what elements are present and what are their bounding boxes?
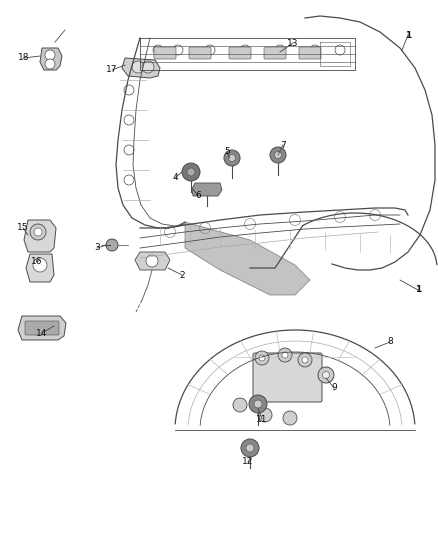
Text: 9: 9 <box>331 384 337 392</box>
Circle shape <box>275 151 282 158</box>
Text: 8: 8 <box>387 337 393 346</box>
Circle shape <box>302 357 308 363</box>
FancyBboxPatch shape <box>229 47 251 59</box>
Circle shape <box>258 408 272 422</box>
Circle shape <box>142 61 154 73</box>
Text: 1: 1 <box>405 30 411 39</box>
Text: 15: 15 <box>17 223 29 232</box>
Text: 2: 2 <box>179 271 185 279</box>
Polygon shape <box>18 316 66 340</box>
Circle shape <box>34 228 42 236</box>
Circle shape <box>224 150 240 166</box>
Polygon shape <box>192 183 222 196</box>
Circle shape <box>259 355 265 361</box>
Circle shape <box>298 353 312 367</box>
Circle shape <box>270 147 286 163</box>
Text: 7: 7 <box>280 141 286 149</box>
FancyBboxPatch shape <box>264 47 286 59</box>
FancyBboxPatch shape <box>25 321 59 335</box>
Text: 18: 18 <box>18 53 30 62</box>
Circle shape <box>318 367 334 383</box>
Polygon shape <box>122 58 160 78</box>
Polygon shape <box>135 252 170 270</box>
Polygon shape <box>185 222 310 295</box>
FancyBboxPatch shape <box>189 47 211 59</box>
Circle shape <box>254 400 262 408</box>
Circle shape <box>241 439 259 457</box>
Text: 17: 17 <box>106 66 118 75</box>
Text: 11: 11 <box>256 415 268 424</box>
Circle shape <box>233 398 247 412</box>
Circle shape <box>132 61 144 73</box>
Circle shape <box>187 168 195 176</box>
FancyBboxPatch shape <box>154 47 176 59</box>
Circle shape <box>30 224 46 240</box>
Circle shape <box>229 155 236 161</box>
Text: 5: 5 <box>224 148 230 157</box>
Polygon shape <box>26 254 54 282</box>
FancyBboxPatch shape <box>299 47 321 59</box>
Circle shape <box>255 351 269 365</box>
Circle shape <box>283 411 297 425</box>
Text: 13: 13 <box>287 38 299 47</box>
Text: 16: 16 <box>31 257 43 266</box>
Circle shape <box>282 352 288 358</box>
Polygon shape <box>40 48 62 70</box>
Text: 4: 4 <box>172 174 178 182</box>
Text: 6: 6 <box>195 191 201 200</box>
Circle shape <box>45 50 55 60</box>
FancyBboxPatch shape <box>253 353 322 402</box>
Circle shape <box>106 239 118 251</box>
Circle shape <box>278 348 292 362</box>
Circle shape <box>33 258 47 272</box>
Circle shape <box>322 372 329 378</box>
Text: 3: 3 <box>94 244 100 253</box>
Text: 14: 14 <box>36 328 48 337</box>
Polygon shape <box>24 220 56 252</box>
Text: 1: 1 <box>415 286 421 295</box>
Text: 12: 12 <box>242 457 254 466</box>
Circle shape <box>45 59 55 69</box>
Circle shape <box>182 163 200 181</box>
Circle shape <box>246 444 254 452</box>
Circle shape <box>249 395 267 413</box>
Circle shape <box>146 255 158 267</box>
